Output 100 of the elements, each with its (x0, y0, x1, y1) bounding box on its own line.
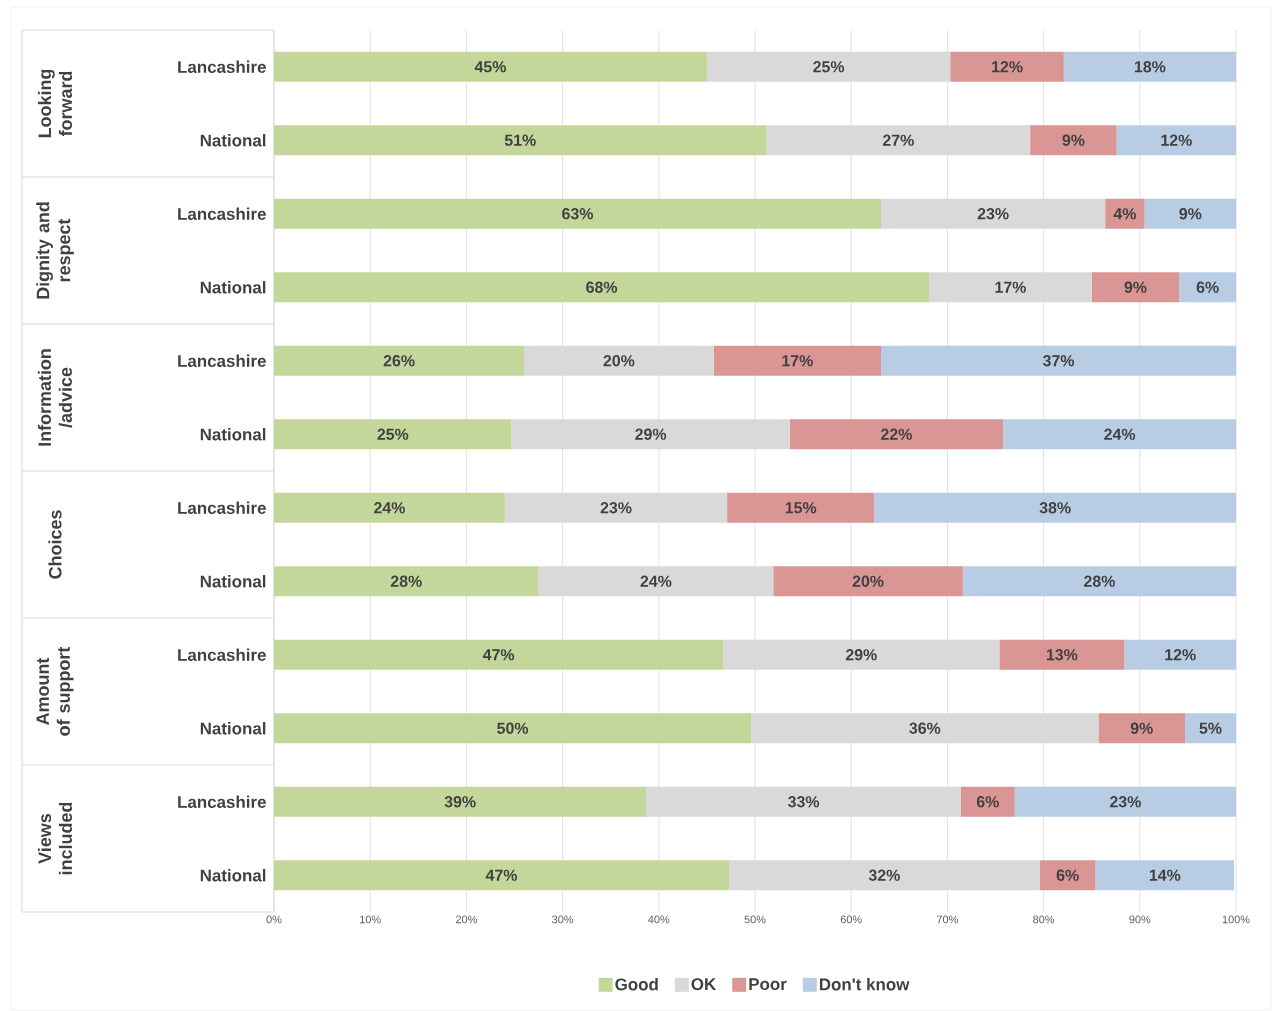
legend-label: Good (615, 977, 658, 991)
y-tick-label: Lancashire (178, 648, 266, 661)
data-label: 18% (1134, 61, 1166, 73)
data-label: 24% (374, 502, 405, 514)
bar (274, 713, 752, 744)
bar (751, 713, 1099, 744)
data-label: 9% (1124, 281, 1147, 293)
bar (504, 492, 728, 523)
data-label: 27% (882, 134, 914, 146)
bar (727, 492, 875, 523)
data-label: 36% (909, 722, 941, 734)
x-tick-label: 70% (937, 915, 958, 924)
data-label: 17% (995, 281, 1026, 293)
y-tick-label: Lancashire (178, 354, 266, 367)
x-tick-label: 20% (455, 915, 477, 924)
data-label: 45% (474, 61, 506, 73)
text: Looking forward (37, 69, 73, 138)
x-tick-label: 30% (552, 915, 574, 924)
x-tick-label: 50% (744, 915, 766, 924)
data-label: 50% (497, 722, 529, 734)
bar (1185, 713, 1237, 744)
bar (729, 860, 1040, 891)
x-tick-label: 10% (360, 915, 381, 924)
data-label: 38% (1039, 502, 1071, 514)
bar (274, 639, 724, 670)
text: Information /advice (37, 349, 73, 446)
data-label: 9% (1130, 722, 1153, 734)
data-label: 23% (977, 208, 1009, 220)
data-label: 4% (1113, 208, 1136, 220)
bar (1144, 198, 1237, 229)
y-tick-label: Lancashire (178, 207, 266, 220)
data-label: 5% (1199, 722, 1222, 734)
data-label: 29% (635, 428, 667, 440)
data-label: 15% (785, 502, 817, 514)
bar (881, 345, 1237, 376)
y-tick-label: Lancashire (178, 60, 266, 73)
data-label: 23% (1109, 796, 1141, 808)
data-label: 9% (1062, 134, 1085, 146)
bar (706, 51, 951, 82)
data-label: 28% (1084, 575, 1115, 587)
bar (274, 786, 647, 817)
bar (274, 566, 539, 597)
bar (999, 639, 1125, 670)
bar (511, 419, 790, 450)
data-label: 12% (992, 61, 1023, 73)
data-label: 14% (1149, 869, 1181, 881)
data-label: 47% (482, 649, 515, 661)
data-label: 51% (504, 134, 536, 146)
bar (274, 198, 882, 229)
data-label: 28% (390, 575, 422, 587)
data-label: 37% (1042, 355, 1075, 367)
bar (274, 272, 930, 303)
text: Amount of support (36, 646, 74, 736)
legend-label: Poor (749, 978, 787, 991)
bar (274, 125, 767, 156)
data-label: 68% (586, 281, 618, 293)
data-label: 25% (813, 61, 845, 73)
data-label: 12% (1165, 649, 1196, 661)
y-tick-label: National (200, 869, 266, 882)
bar (1116, 125, 1237, 156)
data-label: 20% (603, 355, 635, 367)
data-label: 32% (868, 869, 900, 881)
bar (1030, 125, 1117, 156)
bar (538, 566, 774, 597)
bar (646, 786, 961, 817)
data-label: 6% (976, 796, 999, 808)
bar (524, 345, 714, 376)
bar (773, 566, 963, 597)
data-label: 25% (377, 428, 409, 440)
data-label: 24% (1104, 428, 1136, 440)
bar (713, 345, 882, 376)
legend-label: OK (691, 978, 717, 991)
data-label: 33% (788, 796, 820, 808)
data-label: 17% (782, 355, 813, 367)
y-tick-label: National (200, 575, 266, 588)
data-label: 12% (1161, 134, 1192, 146)
data-label: 23% (600, 502, 632, 514)
data-label: 29% (845, 649, 877, 661)
text: Dignity and respect (36, 202, 74, 299)
bar (274, 51, 707, 82)
bar (1105, 198, 1145, 229)
x-tick-label: 90% (1129, 915, 1151, 924)
data-label: 39% (444, 796, 476, 808)
x-tick-label: 60% (840, 915, 862, 924)
y-tick-label: National (200, 281, 266, 294)
y-tick-label: Lancashire (178, 795, 266, 808)
x-tick-label: 80% (1033, 915, 1055, 924)
text: Views included (37, 802, 73, 875)
data-label: 13% (1046, 649, 1078, 661)
bar (274, 492, 505, 523)
data-label: 20% (852, 575, 884, 587)
bar (274, 860, 730, 891)
bar (789, 419, 1004, 450)
bar (1003, 419, 1237, 450)
x-tick-label: 100% (1222, 915, 1250, 924)
text: Choices (48, 510, 62, 579)
bar (1095, 860, 1235, 891)
bar (874, 492, 1237, 523)
legend-label: Don't know (819, 977, 910, 991)
data-label: 6% (1196, 281, 1219, 293)
